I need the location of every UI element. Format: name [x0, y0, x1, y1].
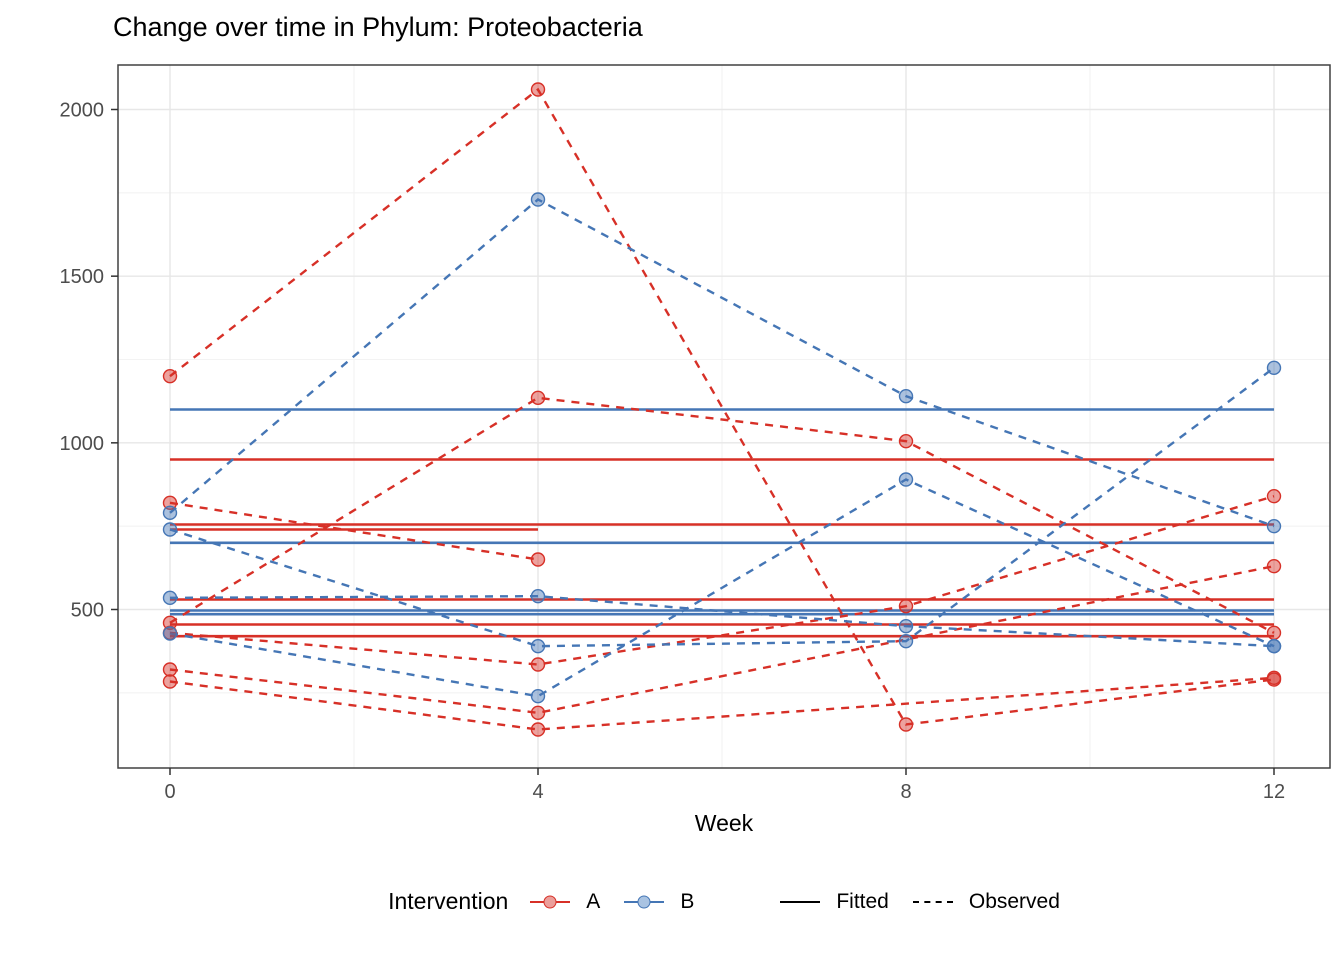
data-point-A6-w12 — [1266, 670, 1282, 686]
data-point-A3-w8 — [898, 433, 914, 449]
legend: Intervention A B Fitted — [118, 888, 1330, 915]
data-point-B3-w0 — [162, 522, 178, 537]
data-point-B1-w4 — [530, 192, 546, 207]
legend-title: Intervention — [388, 888, 509, 914]
x-axis-title: Week — [694, 810, 754, 836]
x-tick-label: 0 — [164, 781, 175, 803]
data-point-B4-w8 — [898, 472, 914, 487]
legend-item-group-b: B — [624, 890, 694, 914]
data-point-B2-w0 — [162, 590, 178, 606]
observed-line-key-icon — [912, 891, 953, 913]
y-tick-label: 1000 — [60, 433, 105, 455]
data-point-B4-w12 — [1266, 638, 1282, 654]
data-point-B1-w8 — [898, 388, 914, 404]
data-point-A5-w4 — [530, 705, 546, 721]
y-tick-label: 500 — [71, 600, 104, 622]
data-point-A1-w0 — [162, 368, 178, 384]
y-tick-label: 1500 — [60, 266, 105, 288]
data-point-A5-w0 — [162, 662, 178, 677]
data-point-A1-w4 — [530, 82, 546, 97]
data-point-A6-w0 — [162, 674, 178, 689]
data-point-A2-w4 — [530, 552, 546, 567]
data-point-A1-w8 — [898, 717, 914, 732]
data-point-B4-w4 — [530, 688, 546, 704]
panel-border — [117, 64, 1331, 769]
legend-label-b: B — [680, 889, 695, 913]
fitted-line-key-icon — [780, 891, 821, 913]
y-tick-label: 2000 — [60, 100, 105, 122]
observed-line-A2 — [169, 501, 539, 561]
group-b-key-icon — [624, 891, 665, 913]
data-point-B3-w4 — [530, 638, 546, 654]
data-point-B3-w8 — [898, 633, 914, 649]
observed-line-A3 — [169, 396, 1275, 634]
data-point-A4-w4 — [530, 657, 546, 672]
data-point-A2-w0 — [162, 495, 178, 511]
legend-label-observed: Observed — [968, 889, 1060, 913]
observed-line-B3 — [169, 366, 1275, 648]
data-point-A5-w12 — [1266, 558, 1282, 574]
data-point-A3-w12 — [1266, 625, 1282, 641]
data-point-A4-w12 — [1266, 488, 1282, 504]
observed-line-A4 — [169, 495, 1275, 666]
observed-line-B2 — [169, 594, 1275, 648]
data-point-B2-w8 — [898, 618, 914, 634]
x-tick-label: 12 — [1263, 781, 1285, 803]
x-tick-label: 4 — [532, 781, 543, 803]
data-point-A3-w0 — [162, 615, 178, 631]
legend-item-group-a: A — [530, 890, 600, 914]
data-point-B3-w12 — [1266, 360, 1282, 376]
legend-label-fitted: Fitted — [836, 889, 889, 913]
data-point-A3-w4 — [530, 390, 546, 406]
legend-label-a: A — [586, 889, 601, 913]
x-tick-label: 8 — [900, 781, 911, 803]
data-point-B2-w4 — [530, 588, 546, 604]
legend-item-observed: Observed — [912, 889, 1060, 914]
legend-item-fitted: Fitted — [780, 890, 889, 914]
data-point-B1-w0 — [162, 505, 178, 521]
observed-line-A5 — [169, 564, 1275, 715]
chart-title: Change over time in Phylum: Proteobacter… — [113, 12, 643, 42]
data-point-A6-w4 — [530, 722, 546, 737]
observed-line-B4 — [169, 478, 1275, 698]
observed-line-A1 — [169, 87, 1275, 726]
data-point-B1-w12 — [1266, 518, 1282, 534]
data-point-A4-w8 — [898, 598, 914, 614]
observed-line-B1 — [169, 198, 1275, 528]
group-a-key-icon — [530, 891, 571, 913]
observed-line-A6 — [169, 676, 1275, 731]
data-point-B4-w0 — [162, 626, 178, 641]
